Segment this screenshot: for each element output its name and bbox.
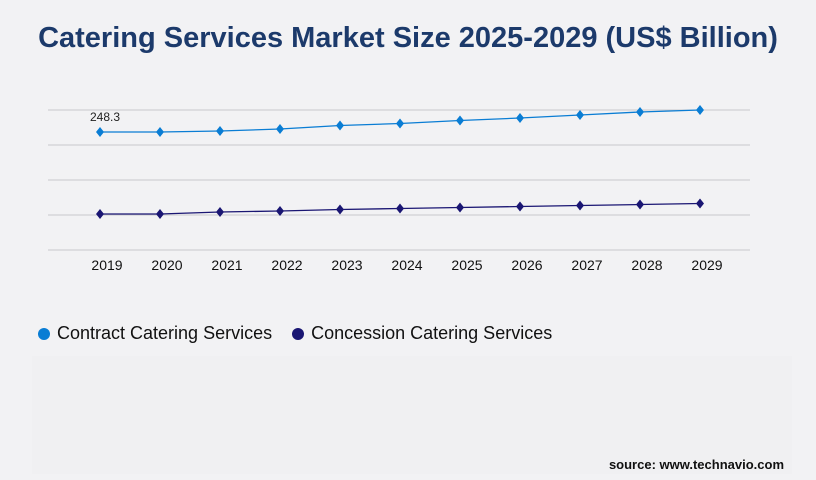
data-point (336, 204, 344, 215)
data-point (216, 126, 224, 137)
x-tick-label: 2020 (151, 257, 182, 273)
data-label: 248.3 (90, 110, 120, 124)
x-tick-label: 2019 (91, 257, 122, 273)
x-tick-label: 2021 (211, 257, 242, 273)
data-point (336, 120, 344, 131)
data-point (456, 115, 464, 126)
x-tick-label: 2025 (451, 257, 482, 273)
data-point (156, 209, 164, 220)
background-panel (32, 356, 792, 474)
legend-label: Contract Catering Services (57, 323, 273, 343)
legend-marker-icon (292, 327, 305, 340)
x-tick-label: 2022 (271, 257, 302, 273)
data-point (456, 202, 464, 213)
data-point (636, 106, 644, 117)
x-tick-label: 2026 (511, 257, 542, 273)
data-point (696, 198, 704, 209)
legend-item-concession: Concession Catering Services (292, 323, 552, 344)
source-text: source: www.technavio.com (608, 457, 784, 472)
legend-item-contract: Contract Catering Services (38, 323, 272, 344)
data-point (516, 201, 524, 212)
x-tick-label: 2029 (691, 257, 722, 273)
chart-title: Catering Services Market Size 2025-2029 … (38, 22, 778, 54)
legend: Contract Catering Services Concession Ca… (38, 323, 572, 344)
data-point (636, 199, 644, 210)
x-tick-label: 2023 (331, 257, 362, 273)
x-tick-label: 2027 (571, 257, 602, 273)
data-point (96, 127, 104, 138)
data-point (696, 105, 704, 115)
legend-marker-icon (38, 327, 50, 340)
data-point (396, 203, 404, 214)
data-point (96, 209, 104, 220)
data-point (396, 118, 404, 129)
legend-label: Concession Catering Services (311, 323, 553, 343)
data-point (516, 113, 524, 124)
x-tick-label: 2028 (631, 257, 662, 273)
data-point (276, 205, 284, 216)
data-point (276, 124, 284, 135)
data-point (156, 127, 164, 138)
x-tick-label: 2024 (391, 257, 422, 273)
data-point (576, 110, 584, 121)
data-point (576, 200, 584, 211)
data-point (216, 206, 224, 217)
line-chart: 2019 2020 2021 2022 2023 2024 2025 2026 2027 2028… (48, 105, 750, 273)
